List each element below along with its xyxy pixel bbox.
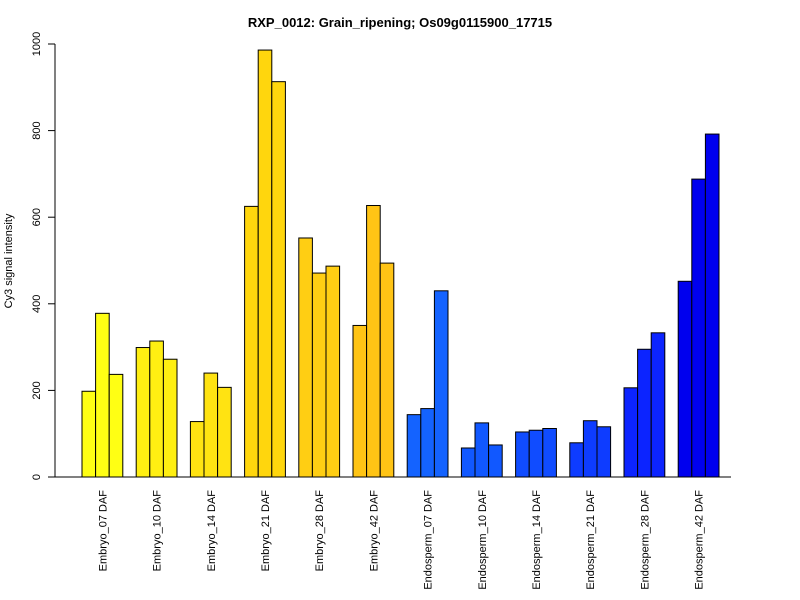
bar	[677, 280, 693, 478]
x-tick-label: Endosperm_21 DAF	[585, 490, 597, 590]
x-tick-label: Embryo_28 DAF	[314, 490, 326, 572]
bar	[325, 265, 341, 478]
bar	[596, 426, 612, 478]
y-axis: 0 200 400 600 800 1000	[31, 32, 56, 480]
bar	[189, 421, 205, 478]
y-tick-label: 400	[31, 295, 43, 313]
bar	[488, 444, 503, 478]
bar	[569, 442, 584, 478]
bar	[311, 272, 327, 478]
bar	[379, 262, 395, 478]
x-tick-labels: Embryo_07 DAF Embryo_10 DAF Embryo_14 DAF E…	[97, 490, 705, 590]
bars-group	[81, 49, 720, 478]
x-tick-label: Embryo_42 DAF	[368, 490, 380, 572]
x-tick-label: Endosperm_42 DAF	[694, 490, 706, 590]
x-tick-label: Embryo_14 DAF	[206, 490, 218, 572]
bar	[244, 205, 259, 478]
bar	[352, 324, 368, 478]
bar	[217, 386, 232, 478]
x-tick-label: Endosperm_10 DAF	[477, 490, 489, 590]
bar	[81, 390, 97, 478]
bar	[623, 387, 639, 478]
bar	[433, 290, 449, 478]
y-axis-label: Cy3 signal intensity	[3, 213, 15, 308]
bar	[135, 347, 151, 478]
x-tick-label: Embryo_21 DAF	[260, 490, 272, 572]
bar	[406, 414, 422, 478]
bar	[637, 348, 652, 478]
bar	[691, 178, 706, 478]
bar	[650, 332, 666, 478]
bar	[474, 422, 490, 478]
bar	[542, 428, 557, 478]
y-tick-label: 200	[31, 381, 43, 399]
bar	[704, 133, 720, 478]
x-tick-label: Embryo_10 DAF	[152, 490, 164, 572]
x-tick-label: Embryo_07 DAF	[97, 490, 109, 572]
bar	[271, 81, 286, 478]
bar	[108, 373, 124, 478]
y-tick-label: 0	[31, 474, 43, 480]
bar	[528, 429, 544, 478]
y-tick-label: 800	[31, 121, 43, 139]
bar	[366, 205, 381, 478]
x-tick-label: Endosperm_28 DAF	[639, 490, 651, 590]
bar	[298, 237, 313, 478]
bar	[257, 49, 273, 478]
bar	[203, 372, 219, 478]
bar	[460, 447, 476, 478]
bar	[95, 312, 110, 478]
bar	[162, 358, 178, 478]
y-tick-label: 1000	[31, 32, 43, 56]
bar	[515, 431, 530, 478]
y-tick-label: 600	[31, 208, 43, 226]
chart-title: RXP_0012: Grain_ripening; Os09g0115900_1…	[248, 15, 552, 30]
bar	[420, 408, 435, 478]
x-tick-label: Endosperm_14 DAF	[531, 490, 543, 590]
x-tick-label: Endosperm_07 DAF	[423, 490, 435, 590]
bar	[582, 420, 598, 478]
bar	[149, 340, 164, 478]
